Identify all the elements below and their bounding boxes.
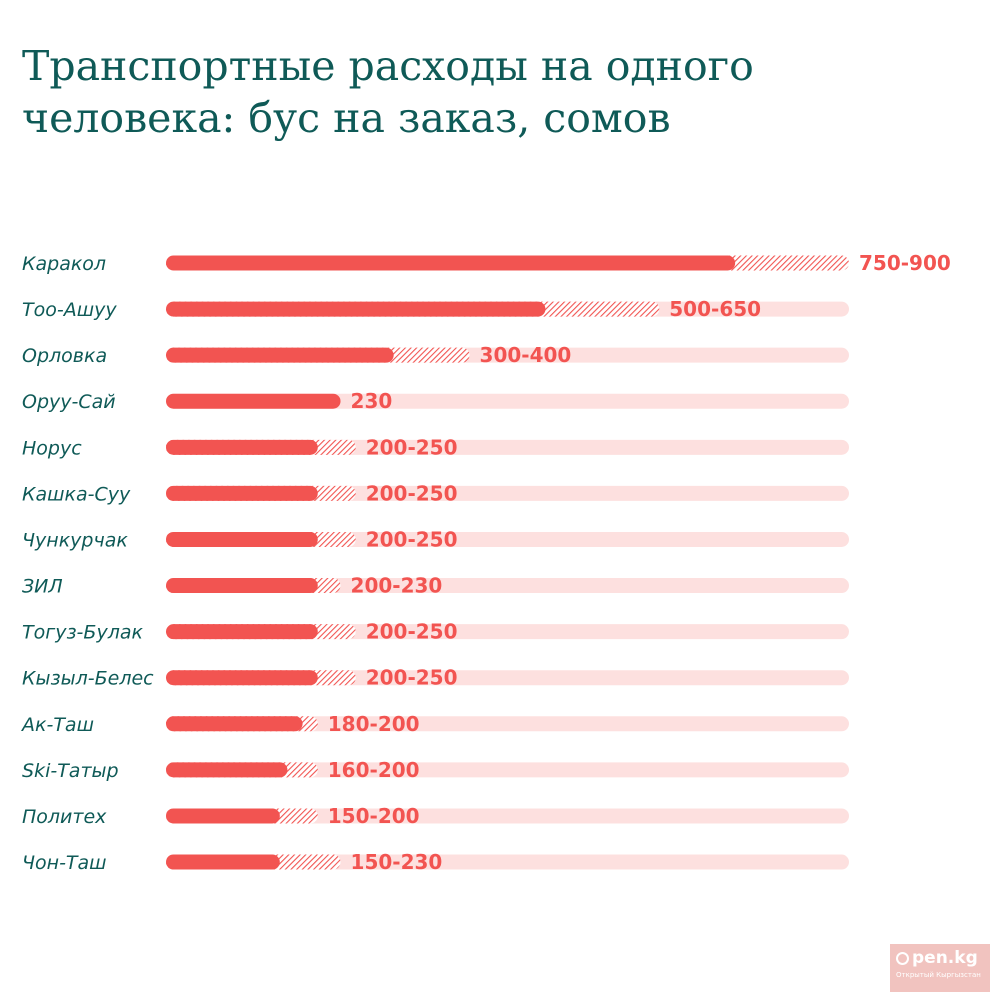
logo-tagline: Открытый Кыргызстан xyxy=(896,971,981,979)
bar-min xyxy=(166,762,288,778)
value-label: 160-200 xyxy=(328,758,420,782)
logo-ring-icon xyxy=(896,951,909,965)
value-label: 750-900 xyxy=(859,251,951,275)
category-label: Тоо-Ашуу xyxy=(22,299,117,321)
category-label: Норус xyxy=(22,437,82,459)
value-label: 500-650 xyxy=(669,297,761,321)
bar-min xyxy=(166,624,318,640)
value-label: 200-250 xyxy=(366,435,458,459)
value-label: 200-230 xyxy=(351,574,443,598)
bar-min xyxy=(166,255,736,271)
category-label: Политех xyxy=(22,806,107,828)
category-label: Ski-Татыр xyxy=(22,760,119,782)
category-label: Оруу-Сай xyxy=(22,391,116,413)
chart-title: Транспортные расходы на одного человека:… xyxy=(22,42,754,142)
bar-min xyxy=(166,393,341,409)
value-label: 200-250 xyxy=(366,620,458,644)
bar-track xyxy=(166,808,849,824)
bar-min xyxy=(166,301,546,317)
logo-brand: pen.kg xyxy=(912,948,978,968)
bar-min xyxy=(166,808,280,824)
bar-track xyxy=(166,762,849,778)
category-label: ЗИЛ xyxy=(22,576,63,598)
category-label: Чон-Таш xyxy=(22,852,107,874)
value-label: 180-200 xyxy=(328,712,420,736)
value-label: 300-400 xyxy=(480,343,572,367)
category-label: Чункурчак xyxy=(22,529,128,551)
value-label: 230 xyxy=(351,389,393,413)
openkg-logo: pen.kg Открытый Кыргызстан xyxy=(890,944,990,992)
value-label: 150-200 xyxy=(328,804,420,828)
bar-min xyxy=(166,485,318,501)
bar-min xyxy=(166,531,318,547)
value-label: 150-230 xyxy=(351,850,443,874)
bar-min xyxy=(166,854,280,870)
bar-min xyxy=(166,439,318,455)
category-label: Орловка xyxy=(22,345,107,367)
category-label: Тогуз-Булак xyxy=(22,622,143,644)
bar-min xyxy=(166,347,394,363)
value-label: 200-250 xyxy=(366,481,458,505)
bar-min xyxy=(166,716,303,732)
category-label: Кашка-Суу xyxy=(22,483,131,505)
bar-min xyxy=(166,670,318,686)
category-label: Кызыл-Белес xyxy=(22,668,154,690)
bar-min xyxy=(166,578,318,594)
value-label: 200-250 xyxy=(366,527,458,551)
bar-track xyxy=(166,716,849,732)
category-label: Каракол xyxy=(22,253,106,275)
value-label: 200-250 xyxy=(366,666,458,690)
category-label: Ак-Таш xyxy=(20,714,94,736)
